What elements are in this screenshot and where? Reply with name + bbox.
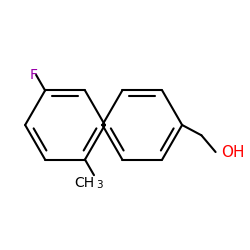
Text: CH: CH	[74, 176, 94, 190]
Text: 3: 3	[96, 180, 103, 190]
Text: OH: OH	[221, 144, 244, 160]
Text: F: F	[30, 68, 38, 82]
